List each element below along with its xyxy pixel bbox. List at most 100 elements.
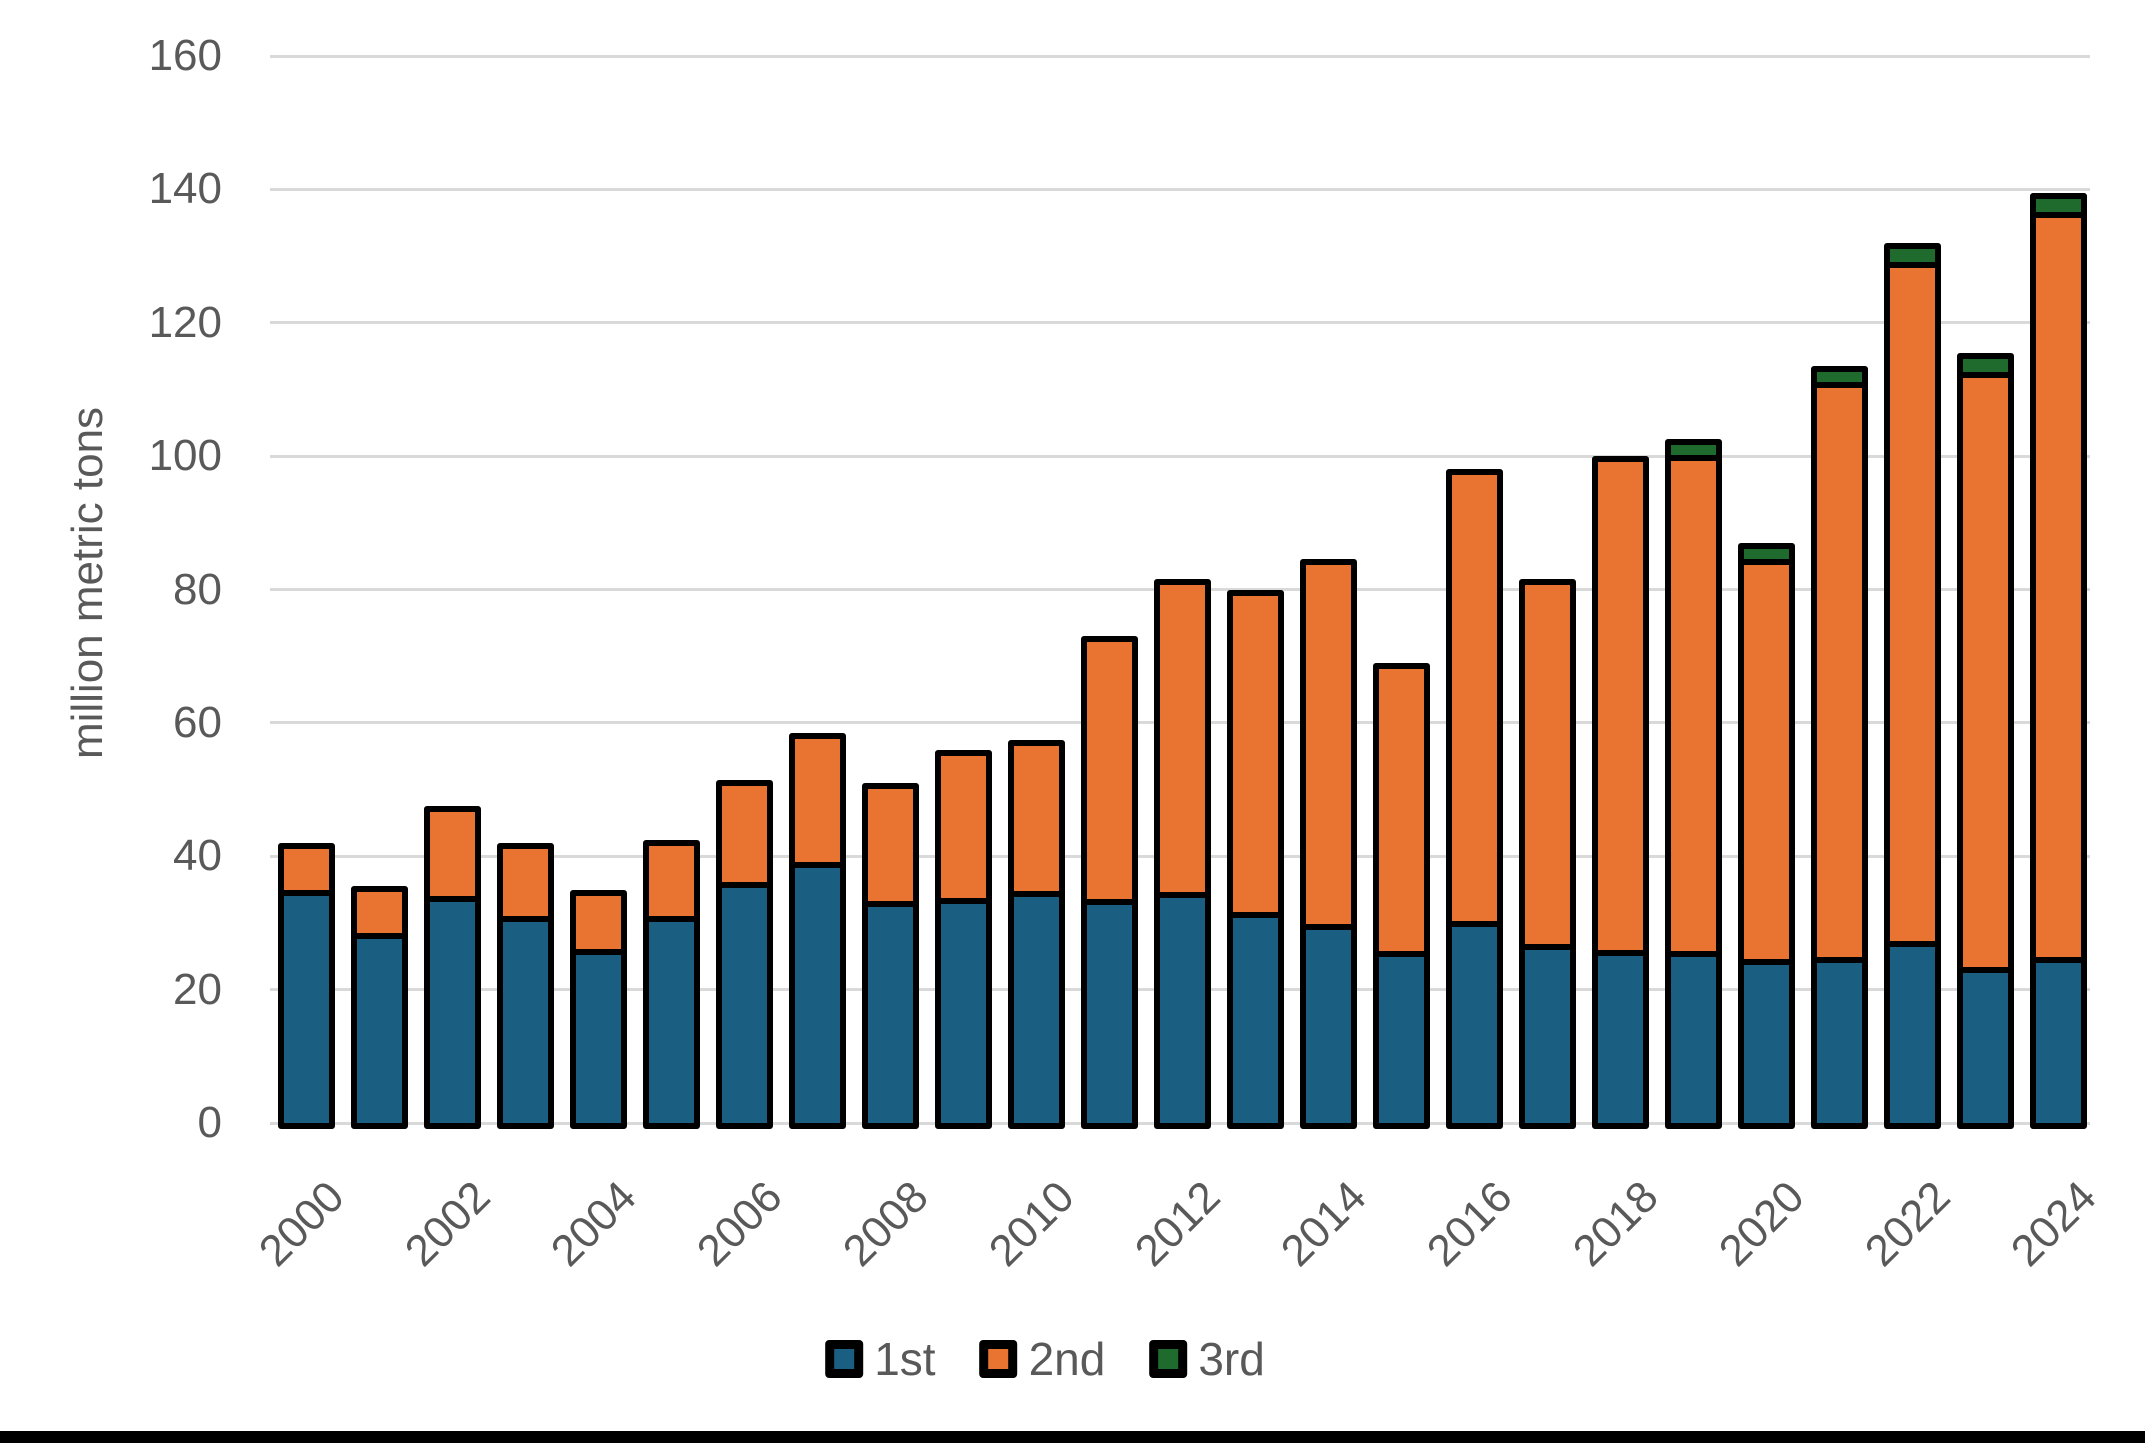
x-tick-label-2014: 2014 xyxy=(1271,1172,1376,1276)
x-tick-label-2002: 2002 xyxy=(395,1172,500,1276)
segment-divider xyxy=(1379,951,1424,958)
bar-2015 xyxy=(1373,662,1430,1129)
x-tick-label-2016: 2016 xyxy=(1417,1172,1522,1276)
segment-divider xyxy=(1306,924,1351,931)
y-tick-label-0: 0 xyxy=(197,1098,222,1147)
bar-segment-1st xyxy=(868,907,913,1123)
bar-2012 xyxy=(1154,579,1211,1129)
gridline-100 xyxy=(270,454,2090,458)
bar-2009 xyxy=(935,749,992,1129)
bar-segment-3rd xyxy=(1744,548,1789,559)
y-tick-label-80: 80 xyxy=(173,564,222,614)
segment-divider xyxy=(1817,957,1862,964)
bar-segment-1st xyxy=(1306,930,1351,1123)
segment-divider xyxy=(1671,951,1716,958)
legend: 1st 2nd 3rd xyxy=(825,1336,1265,1382)
bar-2017 xyxy=(1519,579,1576,1129)
segment-divider xyxy=(1233,911,1278,918)
segment-divider xyxy=(503,915,548,922)
bar-segment-1st xyxy=(284,896,329,1123)
bar-segment-2nd xyxy=(1525,585,1570,945)
segment-divider xyxy=(1160,892,1205,898)
segment-divider xyxy=(722,882,767,889)
bar-2019 xyxy=(1665,439,1722,1129)
segment-divider xyxy=(576,949,621,956)
x-tick-label-2008: 2008 xyxy=(833,1172,938,1276)
x-tick-label-2022: 2022 xyxy=(1855,1172,1960,1276)
bar-segment-2nd xyxy=(2036,217,2081,957)
legend-swatch-2nd-icon xyxy=(979,1340,1018,1378)
bottom-black-strip xyxy=(0,1431,2145,1443)
bar-segment-3rd xyxy=(1963,358,2008,372)
bar-segment-1st xyxy=(722,888,767,1123)
segment-divider xyxy=(2036,211,2081,218)
x-tick-label-2020: 2020 xyxy=(1709,1172,1814,1276)
bar-segment-1st xyxy=(1014,896,1059,1123)
gridline-160 xyxy=(270,54,2090,58)
bar-2008 xyxy=(862,782,919,1129)
segment-divider xyxy=(649,915,694,922)
y-tick-label-140: 140 xyxy=(148,164,222,214)
x-tick-label-2018: 2018 xyxy=(1563,1172,1668,1276)
x-tick-label-2012: 2012 xyxy=(1125,1172,1230,1276)
bar-2002 xyxy=(424,806,481,1129)
y-tick-label-100: 100 xyxy=(148,431,222,481)
bar-segment-1st xyxy=(1525,950,1570,1123)
bar-2024 xyxy=(2030,192,2087,1129)
bar-2004 xyxy=(570,889,627,1129)
bar-segment-3rd xyxy=(2036,198,2081,212)
segment-divider xyxy=(1452,920,1497,927)
bar-segment-1st xyxy=(649,921,694,1123)
bar-2022 xyxy=(1884,242,1941,1129)
segment-divider xyxy=(1087,899,1132,906)
bar-segment-2nd xyxy=(1744,564,1789,959)
bar-2013 xyxy=(1227,589,1284,1129)
segment-divider xyxy=(1890,940,1935,947)
bar-2005 xyxy=(643,839,700,1129)
segment-divider xyxy=(868,901,913,908)
bar-2006 xyxy=(716,779,773,1129)
bar-segment-2nd xyxy=(1671,461,1716,952)
bar-segment-3rd xyxy=(1817,372,1862,382)
bar-segment-3rd xyxy=(1671,445,1716,456)
bar-segment-2nd xyxy=(284,848,329,891)
segment-divider xyxy=(1963,967,2008,974)
bar-segment-2nd xyxy=(868,788,913,902)
bar-segment-2nd xyxy=(1233,595,1278,912)
bar-segment-2nd xyxy=(1890,267,1935,941)
bar-segment-2nd xyxy=(722,785,767,883)
bar-segment-2nd xyxy=(503,848,548,916)
bar-segment-1st xyxy=(795,867,840,1123)
bar-2016 xyxy=(1446,469,1503,1129)
segment-divider xyxy=(1598,950,1643,956)
legend-swatch-1st-icon xyxy=(825,1340,864,1378)
segment-divider xyxy=(284,890,329,897)
bar-2007 xyxy=(789,732,846,1129)
y-tick-label-40: 40 xyxy=(173,831,222,881)
bar-segment-2nd xyxy=(1160,585,1205,892)
bar-2011 xyxy=(1081,636,1138,1129)
bar-segment-1st xyxy=(1598,956,1643,1123)
segment-divider xyxy=(1014,890,1059,897)
bar-segment-1st xyxy=(1671,957,1716,1123)
bar-segment-2nd xyxy=(1379,668,1424,952)
segment-divider xyxy=(795,861,840,868)
bar-2003 xyxy=(497,842,554,1129)
segment-divider xyxy=(1744,958,1789,965)
bar-segment-2nd xyxy=(1598,462,1643,950)
bar-segment-2nd xyxy=(649,845,694,916)
x-tick-label-2024: 2024 xyxy=(2001,1172,2106,1276)
legend-swatch-3rd-icon xyxy=(1149,1340,1188,1378)
legend-label-1st: 1st xyxy=(874,1333,936,1385)
bar-segment-2nd xyxy=(430,812,475,896)
bar-2018 xyxy=(1592,456,1649,1129)
bar-segment-1st xyxy=(357,939,402,1123)
bar-2010 xyxy=(1008,739,1065,1129)
bar-segment-2nd xyxy=(576,895,621,950)
bar-segment-1st xyxy=(941,903,986,1123)
bar-segment-1st xyxy=(503,921,548,1123)
segment-divider xyxy=(941,897,986,904)
x-tick-label-2000: 2000 xyxy=(249,1172,354,1276)
segment-divider xyxy=(1817,381,1862,388)
